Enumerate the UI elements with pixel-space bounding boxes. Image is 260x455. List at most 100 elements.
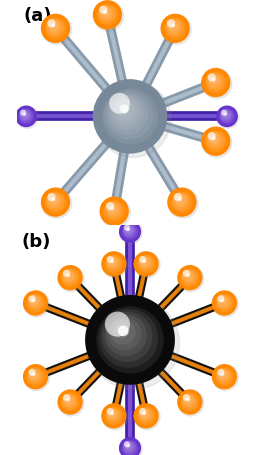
Circle shape	[106, 256, 120, 271]
Circle shape	[105, 407, 122, 424]
Circle shape	[207, 133, 216, 141]
Circle shape	[61, 393, 80, 412]
Circle shape	[23, 291, 48, 316]
Circle shape	[107, 204, 118, 215]
Circle shape	[122, 224, 138, 240]
Circle shape	[160, 15, 190, 44]
Circle shape	[211, 137, 214, 140]
Circle shape	[127, 445, 129, 446]
Circle shape	[141, 410, 148, 417]
Circle shape	[126, 228, 130, 232]
Circle shape	[215, 294, 234, 313]
Circle shape	[107, 257, 119, 269]
Circle shape	[51, 198, 54, 201]
Circle shape	[217, 295, 224, 303]
Circle shape	[47, 20, 56, 28]
Circle shape	[105, 202, 121, 219]
Circle shape	[184, 272, 193, 281]
Circle shape	[209, 134, 219, 145]
Circle shape	[212, 137, 215, 141]
Circle shape	[184, 272, 191, 279]
Circle shape	[24, 292, 49, 317]
Circle shape	[217, 369, 229, 381]
Circle shape	[141, 259, 146, 264]
Circle shape	[224, 113, 226, 116]
Circle shape	[47, 193, 56, 202]
Circle shape	[47, 21, 61, 35]
Circle shape	[109, 206, 114, 212]
Circle shape	[172, 192, 191, 212]
Circle shape	[183, 270, 190, 277]
Circle shape	[19, 110, 33, 124]
Circle shape	[212, 365, 238, 391]
Circle shape	[109, 411, 114, 416]
Circle shape	[24, 365, 49, 391]
Circle shape	[104, 202, 123, 221]
Circle shape	[20, 110, 31, 122]
Circle shape	[51, 198, 55, 202]
Circle shape	[181, 394, 198, 410]
Circle shape	[139, 256, 146, 263]
Circle shape	[164, 18, 186, 40]
Circle shape	[167, 20, 175, 28]
Circle shape	[48, 195, 59, 206]
Circle shape	[99, 309, 158, 368]
Circle shape	[44, 18, 67, 40]
Circle shape	[180, 393, 199, 412]
Circle shape	[207, 133, 221, 147]
Circle shape	[220, 110, 232, 122]
Circle shape	[51, 24, 54, 27]
Circle shape	[102, 10, 107, 15]
Circle shape	[224, 114, 227, 116]
Circle shape	[174, 194, 187, 208]
Circle shape	[118, 326, 129, 337]
Circle shape	[22, 113, 26, 117]
Circle shape	[18, 109, 34, 125]
Circle shape	[141, 411, 146, 416]
Circle shape	[209, 135, 218, 143]
Circle shape	[169, 23, 177, 31]
Circle shape	[221, 373, 224, 376]
Circle shape	[170, 24, 175, 29]
Circle shape	[217, 369, 224, 376]
Circle shape	[97, 5, 116, 25]
Circle shape	[168, 22, 179, 33]
Circle shape	[119, 437, 141, 455]
Circle shape	[125, 442, 133, 451]
Circle shape	[167, 188, 197, 217]
Circle shape	[65, 397, 70, 402]
Circle shape	[210, 77, 216, 83]
Circle shape	[141, 258, 148, 266]
Circle shape	[177, 198, 180, 201]
Circle shape	[205, 72, 227, 94]
Circle shape	[107, 408, 114, 415]
Circle shape	[114, 100, 135, 121]
Circle shape	[219, 298, 226, 305]
Circle shape	[62, 270, 76, 284]
Circle shape	[101, 9, 109, 17]
Circle shape	[174, 195, 186, 206]
Circle shape	[127, 445, 130, 447]
Circle shape	[110, 320, 136, 345]
Circle shape	[67, 274, 70, 277]
Circle shape	[102, 253, 128, 278]
Circle shape	[105, 256, 122, 272]
Circle shape	[184, 396, 193, 405]
Circle shape	[220, 299, 223, 301]
Circle shape	[201, 69, 230, 98]
Circle shape	[222, 112, 229, 118]
Circle shape	[42, 15, 72, 46]
Circle shape	[207, 74, 223, 91]
Circle shape	[202, 70, 232, 100]
Circle shape	[42, 189, 72, 219]
Circle shape	[29, 295, 36, 303]
Circle shape	[46, 192, 65, 212]
Circle shape	[182, 270, 196, 284]
Circle shape	[136, 255, 156, 274]
Circle shape	[101, 403, 127, 429]
Circle shape	[168, 189, 198, 219]
Circle shape	[212, 291, 237, 316]
Circle shape	[58, 390, 84, 416]
Circle shape	[100, 8, 111, 19]
Circle shape	[122, 224, 137, 239]
